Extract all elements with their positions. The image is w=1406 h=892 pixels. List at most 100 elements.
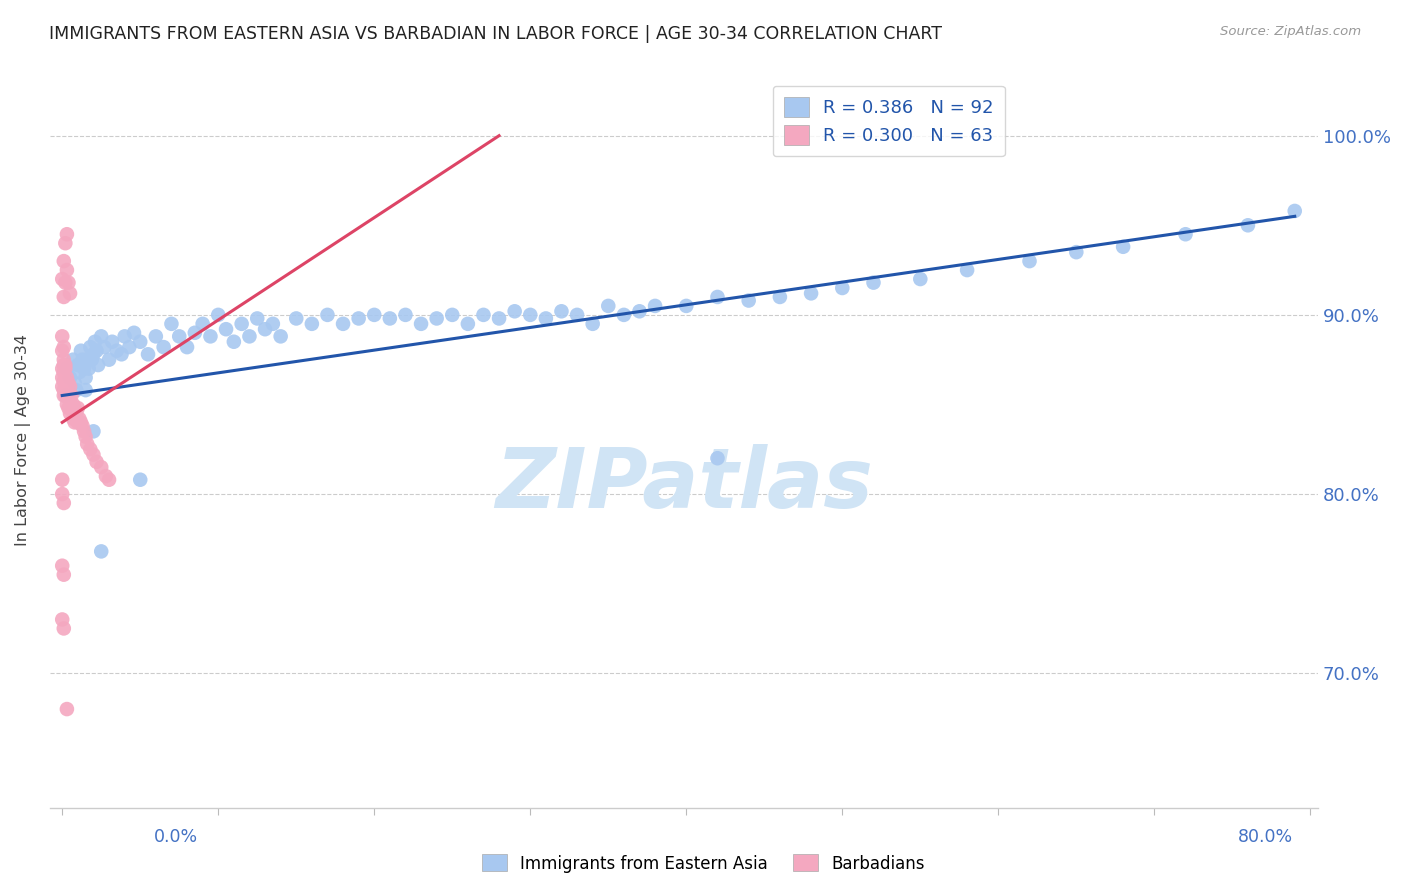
Point <box>90 460 112 475</box>
Point <box>145 329 167 343</box>
Point <box>66 358 89 372</box>
Point <box>176 340 198 354</box>
Point <box>472 308 495 322</box>
Point <box>378 311 401 326</box>
Point <box>82 448 104 462</box>
Point <box>270 329 292 343</box>
Point <box>457 317 479 331</box>
Point <box>285 311 308 326</box>
Point <box>98 352 121 367</box>
Point <box>62 352 84 367</box>
Point <box>114 329 136 343</box>
Point <box>160 317 183 331</box>
Point <box>426 311 449 326</box>
Point <box>51 379 73 393</box>
Y-axis label: In Labor Force | Age 30-34: In Labor Force | Age 30-34 <box>15 334 31 546</box>
Point <box>51 272 73 286</box>
Point <box>59 370 82 384</box>
Point <box>59 286 82 301</box>
Point <box>52 374 75 388</box>
Point <box>1284 203 1306 218</box>
Point <box>51 361 73 376</box>
Point <box>316 308 339 322</box>
Point <box>800 286 823 301</box>
Point <box>956 263 979 277</box>
Point <box>200 329 222 343</box>
Point <box>59 406 82 420</box>
Point <box>53 236 76 251</box>
Point <box>207 308 229 322</box>
Text: ZIPatlas: ZIPatlas <box>495 444 873 524</box>
Text: 80.0%: 80.0% <box>1237 828 1294 846</box>
Point <box>53 388 76 402</box>
Point <box>129 334 152 349</box>
Point <box>80 352 103 367</box>
Point <box>222 334 245 349</box>
Point <box>152 340 174 354</box>
Point <box>51 370 73 384</box>
Point <box>58 401 80 415</box>
Point <box>51 473 73 487</box>
Point <box>706 290 728 304</box>
Point <box>191 317 214 331</box>
Point <box>51 558 73 573</box>
Legend: Immigrants from Eastern Asia, Barbadians: Immigrants from Eastern Asia, Barbadians <box>475 847 931 880</box>
Point <box>58 388 80 402</box>
Point <box>1237 219 1260 233</box>
Point <box>51 329 73 343</box>
Point <box>56 227 79 242</box>
Point <box>75 370 97 384</box>
Point <box>65 406 87 420</box>
Point <box>86 343 108 358</box>
Point <box>73 425 96 439</box>
Point <box>53 361 76 376</box>
Point <box>63 416 86 430</box>
Point <box>184 326 207 340</box>
Text: Source: ZipAtlas.com: Source: ZipAtlas.com <box>1220 25 1361 38</box>
Point <box>76 437 98 451</box>
Point <box>62 397 84 411</box>
Point <box>238 329 260 343</box>
Point <box>63 376 86 390</box>
Text: IMMIGRANTS FROM EASTERN ASIA VS BARBADIAN IN LABOR FORCE | AGE 30-34 CORRELATION: IMMIGRANTS FROM EASTERN ASIA VS BARBADIA… <box>49 25 942 43</box>
Point <box>1018 254 1040 268</box>
Point <box>129 473 152 487</box>
Point <box>58 276 80 290</box>
Point <box>76 352 98 367</box>
Point <box>53 276 76 290</box>
Point <box>52 388 75 402</box>
Point <box>534 311 557 326</box>
Point <box>52 365 75 379</box>
Point <box>52 383 75 397</box>
Point <box>56 370 79 384</box>
Point <box>59 379 82 393</box>
Point <box>59 393 82 408</box>
Point <box>66 401 89 415</box>
Point <box>51 612 73 626</box>
Point <box>52 352 75 367</box>
Point <box>90 329 112 343</box>
Point <box>56 361 79 376</box>
Point <box>65 383 87 397</box>
Point <box>93 340 115 354</box>
Point <box>58 376 80 390</box>
Point <box>105 343 128 358</box>
Point <box>56 397 79 411</box>
Point <box>60 401 83 415</box>
Point <box>52 567 75 582</box>
Point <box>347 311 370 326</box>
Point <box>550 304 572 318</box>
Point <box>409 317 432 331</box>
Point <box>394 308 416 322</box>
Point <box>82 425 104 439</box>
Point <box>110 347 132 361</box>
Point <box>118 340 141 354</box>
Point <box>52 358 75 372</box>
Point <box>56 702 79 716</box>
Point <box>53 388 76 402</box>
Point <box>565 308 588 322</box>
Point <box>90 544 112 558</box>
Point <box>87 358 110 372</box>
Point <box>60 388 83 402</box>
Point <box>831 281 853 295</box>
